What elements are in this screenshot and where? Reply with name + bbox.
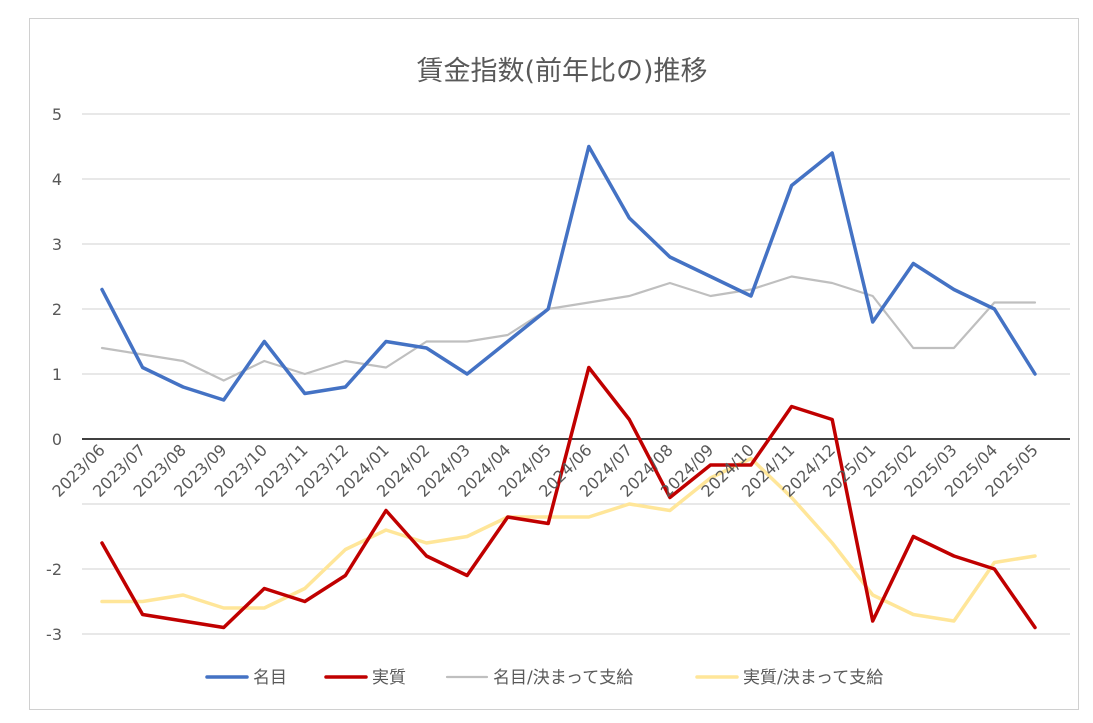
y-tick-label: 0: [52, 430, 62, 449]
chart-frame: [29, 18, 1079, 710]
series-line-0: [100, 144, 1037, 402]
x-axis-ticks: 2023/062023/072023/082023/092023/102023/…: [48, 440, 1041, 500]
chart-title: 賃金指数(前年比の)推移: [416, 56, 707, 87]
legend-label: 名目: [253, 668, 287, 688]
y-axis-ticks: 5 4 3 2 1 0 -2 -3: [46, 105, 62, 644]
legend-label: 実質: [372, 668, 406, 688]
series-line-1: [100, 365, 1037, 630]
legend: 名目 実質 名目/決まって支給 実質/決まって支給: [205, 668, 883, 688]
y-tick-label: 4: [52, 170, 62, 189]
y-tick-label: 2: [52, 300, 62, 319]
y-tick-label: -3: [46, 625, 62, 644]
gridlines: [82, 113, 1070, 635]
series-line-3: [100, 456, 1037, 623]
y-tick-label: -2: [46, 560, 62, 579]
series-line-2: [100, 275, 1037, 382]
legend-label: 名目/決まって支給: [493, 668, 633, 688]
y-tick-label: 1: [52, 365, 62, 384]
legend-label: 実質/決まって支給: [743, 668, 883, 688]
y-tick-label: 3: [52, 235, 62, 254]
series-lines: [100, 144, 1037, 630]
y-tick-label: 5: [52, 105, 62, 124]
